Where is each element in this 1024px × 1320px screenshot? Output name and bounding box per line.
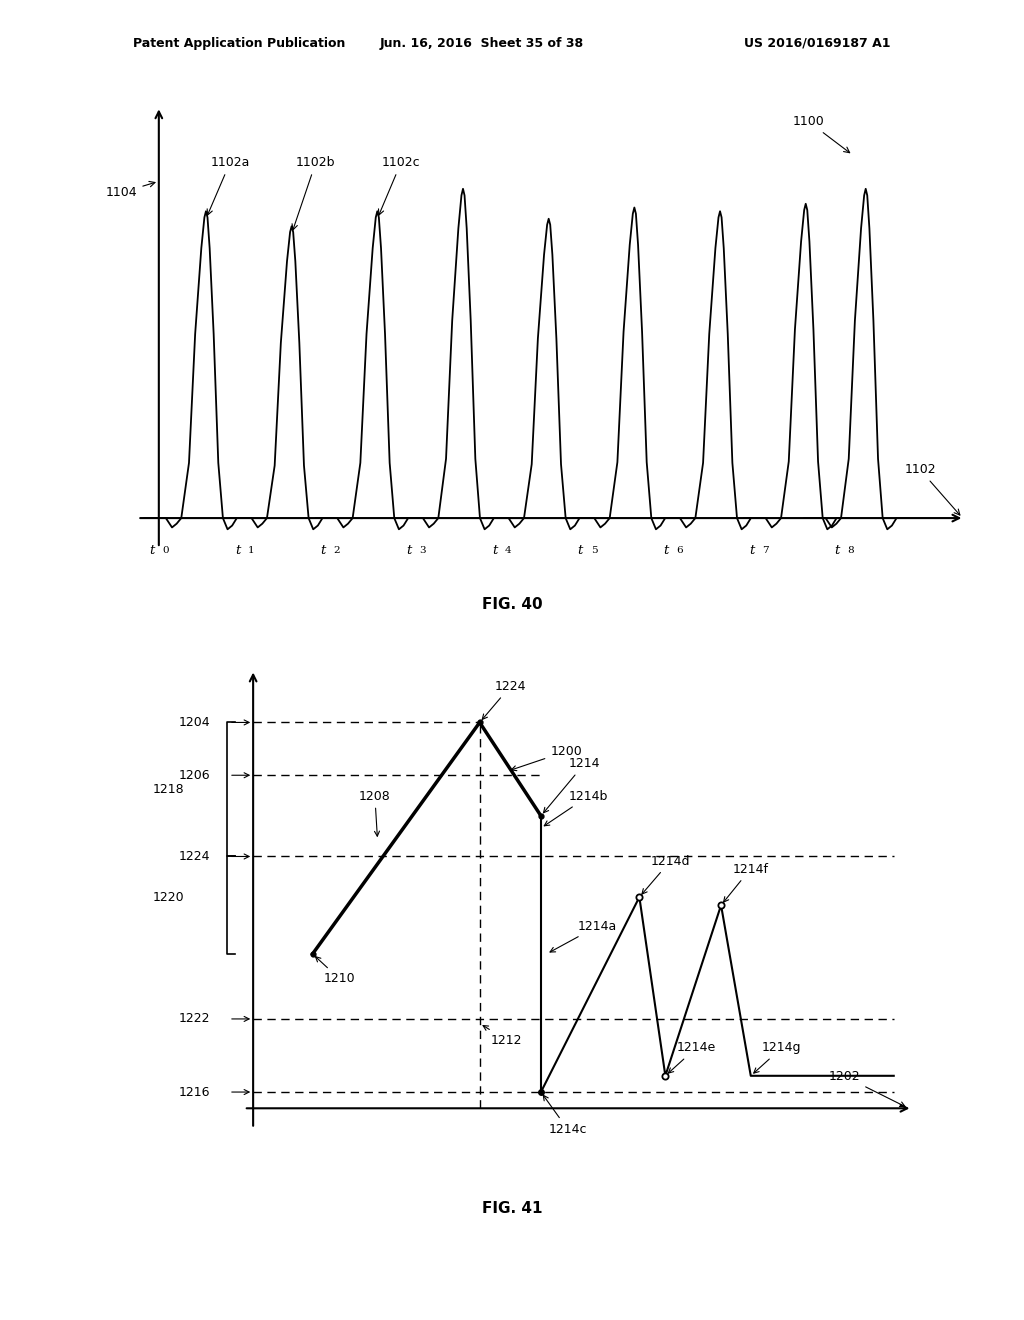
Text: 1104: 1104 xyxy=(105,181,155,199)
Text: 1214e: 1214e xyxy=(669,1041,716,1073)
Text: 1102a: 1102a xyxy=(207,156,250,215)
Text: 1202: 1202 xyxy=(828,1071,905,1106)
Text: 2: 2 xyxy=(334,546,340,556)
Text: t: t xyxy=(150,544,155,557)
Text: 1214f: 1214f xyxy=(724,863,768,902)
Text: 1208: 1208 xyxy=(359,789,391,836)
Text: 1200: 1200 xyxy=(511,744,582,771)
Text: 1206: 1206 xyxy=(178,768,210,781)
Text: 1224: 1224 xyxy=(482,680,526,719)
Text: 3: 3 xyxy=(419,546,426,556)
Text: t: t xyxy=(749,544,755,557)
Text: 4: 4 xyxy=(505,546,512,556)
Text: t: t xyxy=(578,544,583,557)
Text: t: t xyxy=(407,544,412,557)
Text: 1214d: 1214d xyxy=(642,854,690,894)
Text: 0: 0 xyxy=(162,546,169,556)
Text: 1214a: 1214a xyxy=(550,920,617,952)
Text: t: t xyxy=(664,544,669,557)
Text: 1224: 1224 xyxy=(178,850,210,863)
Text: 8: 8 xyxy=(848,546,854,556)
Text: t: t xyxy=(321,544,326,557)
Text: 1100: 1100 xyxy=(793,115,850,153)
Text: 1102b: 1102b xyxy=(292,156,336,230)
Text: Patent Application Publication: Patent Application Publication xyxy=(133,37,345,50)
Text: t: t xyxy=(492,544,498,557)
Text: 1218: 1218 xyxy=(153,783,184,796)
Text: 1214: 1214 xyxy=(544,758,600,813)
Text: t: t xyxy=(835,544,840,557)
Text: 1214g: 1214g xyxy=(754,1041,802,1073)
Text: 1: 1 xyxy=(248,546,255,556)
Text: 1102: 1102 xyxy=(904,463,959,515)
Text: 7: 7 xyxy=(762,546,769,556)
Text: 1216: 1216 xyxy=(178,1085,210,1098)
Text: t: t xyxy=(234,544,241,557)
Text: 1214c: 1214c xyxy=(544,1096,587,1135)
Text: 1210: 1210 xyxy=(315,957,355,986)
Text: 1220: 1220 xyxy=(153,891,184,904)
Text: US 2016/0169187 A1: US 2016/0169187 A1 xyxy=(744,37,891,50)
Text: 1222: 1222 xyxy=(178,1012,210,1026)
Text: 6: 6 xyxy=(676,546,683,556)
Text: 1212: 1212 xyxy=(483,1026,522,1047)
Text: FIG. 40: FIG. 40 xyxy=(481,597,543,611)
Text: Jun. 16, 2016  Sheet 35 of 38: Jun. 16, 2016 Sheet 35 of 38 xyxy=(379,37,584,50)
Text: 5: 5 xyxy=(591,546,597,556)
Text: 1204: 1204 xyxy=(178,715,210,729)
Text: 1214b: 1214b xyxy=(545,789,608,826)
Text: FIG. 41: FIG. 41 xyxy=(481,1201,543,1216)
Text: 1102c: 1102c xyxy=(379,156,420,215)
